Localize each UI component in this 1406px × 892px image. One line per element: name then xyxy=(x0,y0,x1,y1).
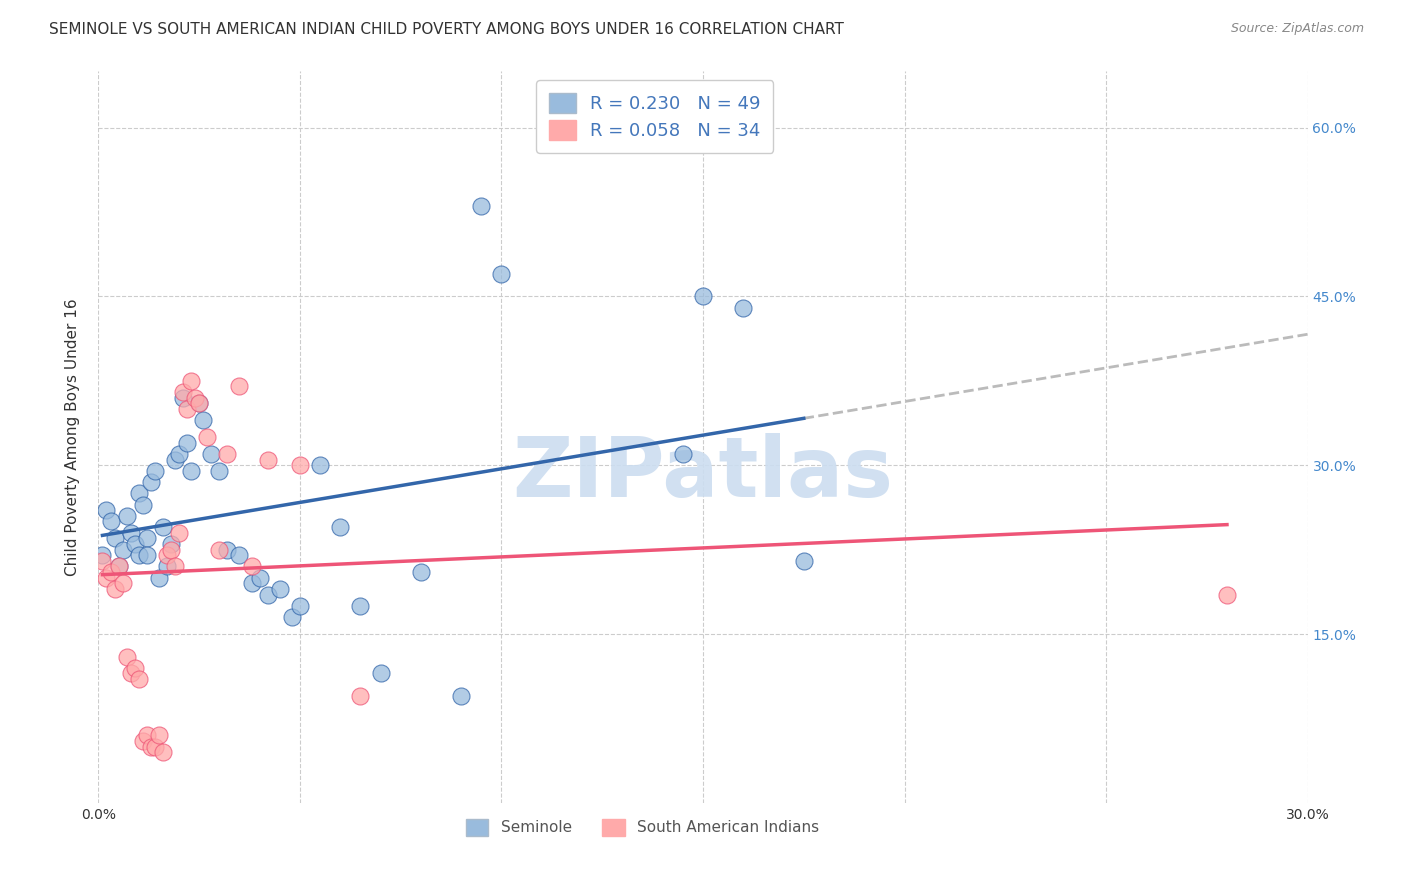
Point xyxy=(172,385,194,400)
Point xyxy=(200,447,222,461)
Point xyxy=(163,559,186,574)
Point xyxy=(172,391,194,405)
Point xyxy=(288,599,311,613)
Point xyxy=(156,559,179,574)
Point xyxy=(91,548,114,562)
Point xyxy=(256,588,278,602)
Point xyxy=(217,542,239,557)
Point xyxy=(163,452,186,467)
Point xyxy=(128,672,150,686)
Point xyxy=(208,542,231,557)
Point xyxy=(692,289,714,303)
Point xyxy=(148,571,170,585)
Point xyxy=(180,374,202,388)
Point xyxy=(132,498,155,512)
Point xyxy=(672,447,695,461)
Point xyxy=(160,537,183,551)
Point xyxy=(103,532,125,546)
Point xyxy=(103,582,125,596)
Point xyxy=(370,666,392,681)
Point xyxy=(139,739,162,754)
Point xyxy=(491,267,513,281)
Point xyxy=(288,458,311,473)
Point xyxy=(107,559,129,574)
Point xyxy=(143,464,166,478)
Point xyxy=(91,554,114,568)
Point xyxy=(1216,588,1239,602)
Point xyxy=(167,525,190,540)
Point xyxy=(135,728,157,742)
Text: Source: ZipAtlas.com: Source: ZipAtlas.com xyxy=(1230,22,1364,36)
Point xyxy=(135,532,157,546)
Point xyxy=(249,571,271,585)
Point xyxy=(176,401,198,416)
Point xyxy=(309,458,332,473)
Point xyxy=(96,503,118,517)
Point xyxy=(176,435,198,450)
Point xyxy=(128,548,150,562)
Point xyxy=(96,571,118,585)
Point xyxy=(111,576,134,591)
Point xyxy=(228,379,250,393)
Point xyxy=(329,520,352,534)
Point xyxy=(409,565,432,579)
Point xyxy=(195,430,218,444)
Point xyxy=(124,661,146,675)
Point xyxy=(107,559,129,574)
Point xyxy=(450,689,472,703)
Point xyxy=(793,554,815,568)
Point xyxy=(143,739,166,754)
Point xyxy=(208,464,231,478)
Point xyxy=(188,396,211,410)
Y-axis label: Child Poverty Among Boys Under 16: Child Poverty Among Boys Under 16 xyxy=(65,298,80,576)
Point xyxy=(100,515,122,529)
Point xyxy=(120,525,142,540)
Point xyxy=(115,508,138,523)
Point xyxy=(184,391,207,405)
Point xyxy=(111,542,134,557)
Point xyxy=(120,666,142,681)
Point xyxy=(139,475,162,489)
Point xyxy=(167,447,190,461)
Point xyxy=(135,548,157,562)
Point xyxy=(269,582,291,596)
Point xyxy=(128,486,150,500)
Point xyxy=(148,728,170,742)
Point xyxy=(228,548,250,562)
Point xyxy=(733,301,755,315)
Point xyxy=(152,745,174,759)
Legend: Seminole, South American Indians: Seminole, South American Indians xyxy=(454,808,831,847)
Point xyxy=(470,199,492,213)
Point xyxy=(349,599,371,613)
Text: SEMINOLE VS SOUTH AMERICAN INDIAN CHILD POVERTY AMONG BOYS UNDER 16 CORRELATION : SEMINOLE VS SOUTH AMERICAN INDIAN CHILD … xyxy=(49,22,844,37)
Point xyxy=(156,548,179,562)
Point xyxy=(115,649,138,664)
Point xyxy=(160,542,183,557)
Point xyxy=(217,447,239,461)
Point xyxy=(240,576,263,591)
Point xyxy=(281,610,304,624)
Point xyxy=(349,689,371,703)
Point xyxy=(124,537,146,551)
Point xyxy=(256,452,278,467)
Point xyxy=(193,413,215,427)
Point xyxy=(132,734,155,748)
Point xyxy=(240,559,263,574)
Text: ZIPatlas: ZIPatlas xyxy=(513,434,893,514)
Point xyxy=(180,464,202,478)
Point xyxy=(188,396,211,410)
Point xyxy=(100,565,122,579)
Point xyxy=(152,520,174,534)
